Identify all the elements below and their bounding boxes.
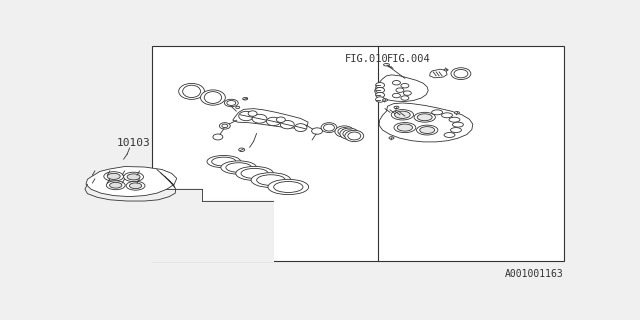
Ellipse shape: [207, 156, 241, 168]
Ellipse shape: [401, 84, 409, 88]
Ellipse shape: [431, 110, 443, 115]
Ellipse shape: [376, 92, 385, 98]
Ellipse shape: [376, 97, 385, 102]
Bar: [152, 46, 564, 261]
Ellipse shape: [280, 120, 294, 129]
Ellipse shape: [127, 174, 140, 180]
Ellipse shape: [383, 99, 388, 101]
Ellipse shape: [417, 125, 438, 135]
Ellipse shape: [444, 69, 448, 71]
Ellipse shape: [239, 111, 253, 121]
Ellipse shape: [236, 166, 273, 180]
Ellipse shape: [108, 173, 120, 180]
Ellipse shape: [394, 123, 416, 133]
Ellipse shape: [251, 173, 291, 188]
Ellipse shape: [129, 183, 141, 188]
Ellipse shape: [383, 64, 390, 66]
Ellipse shape: [391, 110, 413, 120]
Ellipse shape: [376, 83, 385, 88]
Text: A001001163: A001001163: [505, 269, 564, 279]
Ellipse shape: [266, 117, 280, 126]
Ellipse shape: [213, 134, 223, 140]
Ellipse shape: [104, 172, 124, 181]
Ellipse shape: [389, 137, 394, 139]
Ellipse shape: [236, 106, 240, 108]
Ellipse shape: [397, 124, 413, 131]
Ellipse shape: [392, 81, 401, 85]
Ellipse shape: [248, 111, 257, 116]
Ellipse shape: [252, 114, 267, 123]
Ellipse shape: [392, 93, 401, 98]
Ellipse shape: [396, 88, 404, 92]
Ellipse shape: [395, 111, 410, 118]
Ellipse shape: [451, 68, 471, 80]
Ellipse shape: [352, 132, 356, 134]
Ellipse shape: [243, 98, 248, 100]
Polygon shape: [374, 75, 428, 101]
Ellipse shape: [109, 182, 122, 188]
Ellipse shape: [106, 181, 125, 190]
Ellipse shape: [335, 126, 354, 137]
Ellipse shape: [268, 179, 308, 195]
Ellipse shape: [126, 181, 145, 190]
Ellipse shape: [124, 172, 143, 181]
Ellipse shape: [340, 128, 359, 140]
Polygon shape: [233, 108, 308, 128]
Ellipse shape: [420, 127, 435, 133]
Ellipse shape: [221, 161, 257, 174]
Ellipse shape: [449, 117, 460, 122]
Ellipse shape: [239, 148, 244, 151]
Text: FIG.004: FIG.004: [387, 54, 430, 64]
Ellipse shape: [417, 114, 432, 121]
Polygon shape: [152, 189, 273, 261]
Text: 10103: 10103: [117, 138, 151, 148]
Ellipse shape: [345, 130, 364, 142]
Ellipse shape: [342, 129, 348, 132]
Ellipse shape: [312, 128, 323, 134]
Ellipse shape: [276, 117, 285, 123]
Ellipse shape: [394, 106, 399, 108]
Ellipse shape: [376, 87, 385, 93]
Ellipse shape: [294, 124, 307, 132]
Ellipse shape: [454, 112, 460, 114]
Ellipse shape: [414, 112, 435, 122]
Polygon shape: [379, 103, 473, 142]
Ellipse shape: [179, 84, 205, 100]
Ellipse shape: [220, 123, 230, 129]
Polygon shape: [86, 166, 177, 196]
Ellipse shape: [451, 128, 461, 132]
Ellipse shape: [401, 96, 409, 100]
Ellipse shape: [321, 123, 337, 132]
Text: FIG.010: FIG.010: [346, 54, 389, 64]
Polygon shape: [429, 69, 447, 78]
Ellipse shape: [200, 90, 225, 105]
Ellipse shape: [442, 113, 452, 118]
Ellipse shape: [225, 99, 238, 107]
Ellipse shape: [444, 132, 455, 138]
Ellipse shape: [403, 91, 412, 95]
Ellipse shape: [452, 122, 463, 127]
